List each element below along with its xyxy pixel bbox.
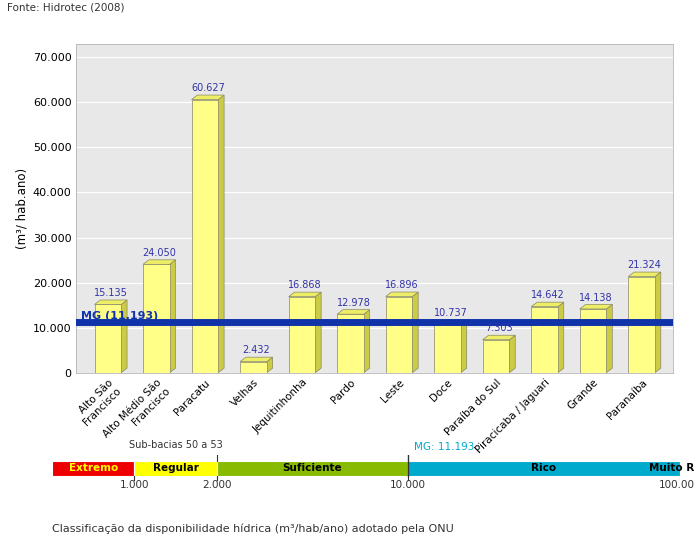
Polygon shape: [192, 95, 224, 100]
Polygon shape: [607, 305, 612, 373]
Bar: [483, 340, 509, 373]
Polygon shape: [170, 260, 176, 373]
Polygon shape: [434, 320, 466, 324]
Text: 2.432: 2.432: [242, 345, 270, 356]
Bar: [628, 277, 655, 373]
Text: Regular: Regular: [153, 464, 198, 473]
Polygon shape: [266, 357, 273, 373]
Text: 16.896: 16.896: [385, 280, 418, 290]
Polygon shape: [579, 305, 612, 309]
Bar: [135, 461, 217, 476]
Text: 10.737: 10.737: [434, 308, 467, 318]
Bar: [407, 461, 680, 476]
Text: 60.627: 60.627: [191, 83, 225, 93]
Polygon shape: [143, 260, 176, 264]
Bar: [217, 461, 407, 476]
Bar: [579, 309, 607, 373]
Bar: [94, 305, 121, 373]
Text: Muito Rico: Muito Rico: [649, 464, 694, 473]
Bar: [76, 373, 673, 377]
Text: 12.978: 12.978: [337, 298, 371, 308]
Bar: [240, 362, 266, 373]
Polygon shape: [558, 302, 564, 373]
Text: 100.000: 100.000: [659, 481, 694, 490]
Polygon shape: [655, 272, 661, 373]
Polygon shape: [289, 292, 321, 296]
Bar: [337, 314, 364, 373]
Text: 2.000: 2.000: [202, 481, 231, 490]
Polygon shape: [531, 302, 564, 307]
Polygon shape: [240, 357, 273, 362]
Text: Sub-bacias 50 a 53: Sub-bacias 50 a 53: [128, 439, 222, 450]
Polygon shape: [628, 272, 661, 277]
Bar: [386, 296, 412, 373]
Polygon shape: [461, 320, 466, 373]
Text: 14.138: 14.138: [579, 293, 613, 302]
Polygon shape: [337, 310, 370, 314]
Text: Extremo: Extremo: [69, 464, 118, 473]
Polygon shape: [386, 292, 418, 296]
Text: 15.135: 15.135: [94, 288, 128, 298]
Polygon shape: [94, 300, 127, 305]
Polygon shape: [364, 310, 370, 373]
Text: Rico: Rico: [532, 464, 557, 473]
Text: MG (11.193): MG (11.193): [81, 311, 158, 321]
Y-axis label: (m³/ hab.ano): (m³/ hab.ano): [15, 168, 28, 249]
Bar: [289, 296, 315, 373]
Text: Fonte: Hidrotec (2008): Fonte: Hidrotec (2008): [7, 3, 124, 13]
Polygon shape: [121, 300, 127, 373]
Bar: [192, 100, 219, 373]
Polygon shape: [509, 335, 515, 373]
Text: 10.000: 10.000: [389, 481, 425, 490]
Text: Suficiente: Suficiente: [282, 464, 342, 473]
Text: 14.642: 14.642: [531, 290, 564, 300]
Text: 7.303: 7.303: [485, 323, 513, 333]
Polygon shape: [315, 292, 321, 373]
Text: Classificação da disponibilidade hídrica (m³/hab/ano) adotado pela ONU: Classificação da disponibilidade hídrica…: [52, 524, 454, 534]
Polygon shape: [219, 95, 224, 373]
Polygon shape: [483, 335, 515, 340]
Text: 24.050: 24.050: [142, 248, 176, 258]
Bar: [143, 264, 170, 373]
Text: 16.868: 16.868: [288, 281, 322, 290]
Bar: [531, 307, 558, 373]
Text: MG: 11.193: MG: 11.193: [414, 442, 474, 453]
Text: 1.000: 1.000: [119, 481, 149, 490]
Text: 21.324: 21.324: [627, 260, 661, 270]
Bar: [434, 324, 461, 373]
Bar: [52, 461, 135, 476]
Polygon shape: [412, 292, 418, 373]
